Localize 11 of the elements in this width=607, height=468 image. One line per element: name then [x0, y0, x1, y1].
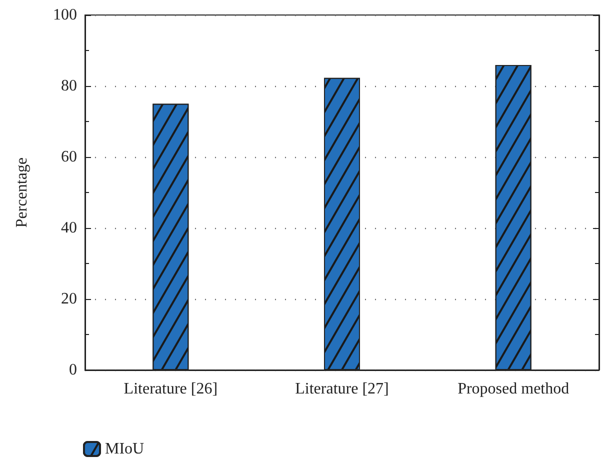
legend-label: MIoU	[105, 440, 145, 458]
x-tick-label: Literature [26]	[124, 380, 218, 398]
y-tick-label: 80	[61, 78, 77, 94]
y-tick-label: 100	[53, 6, 77, 24]
x-tick-label: Literature [27]	[295, 380, 389, 398]
y-tick-label: 40	[61, 220, 77, 236]
y-tick-label: 20	[61, 290, 77, 308]
y-axis-title: Percentage	[14, 157, 30, 228]
y-tick-label: 0	[69, 362, 77, 378]
x-tick-label: Proposed method	[458, 380, 570, 398]
y-tick-label: 60	[61, 148, 77, 166]
